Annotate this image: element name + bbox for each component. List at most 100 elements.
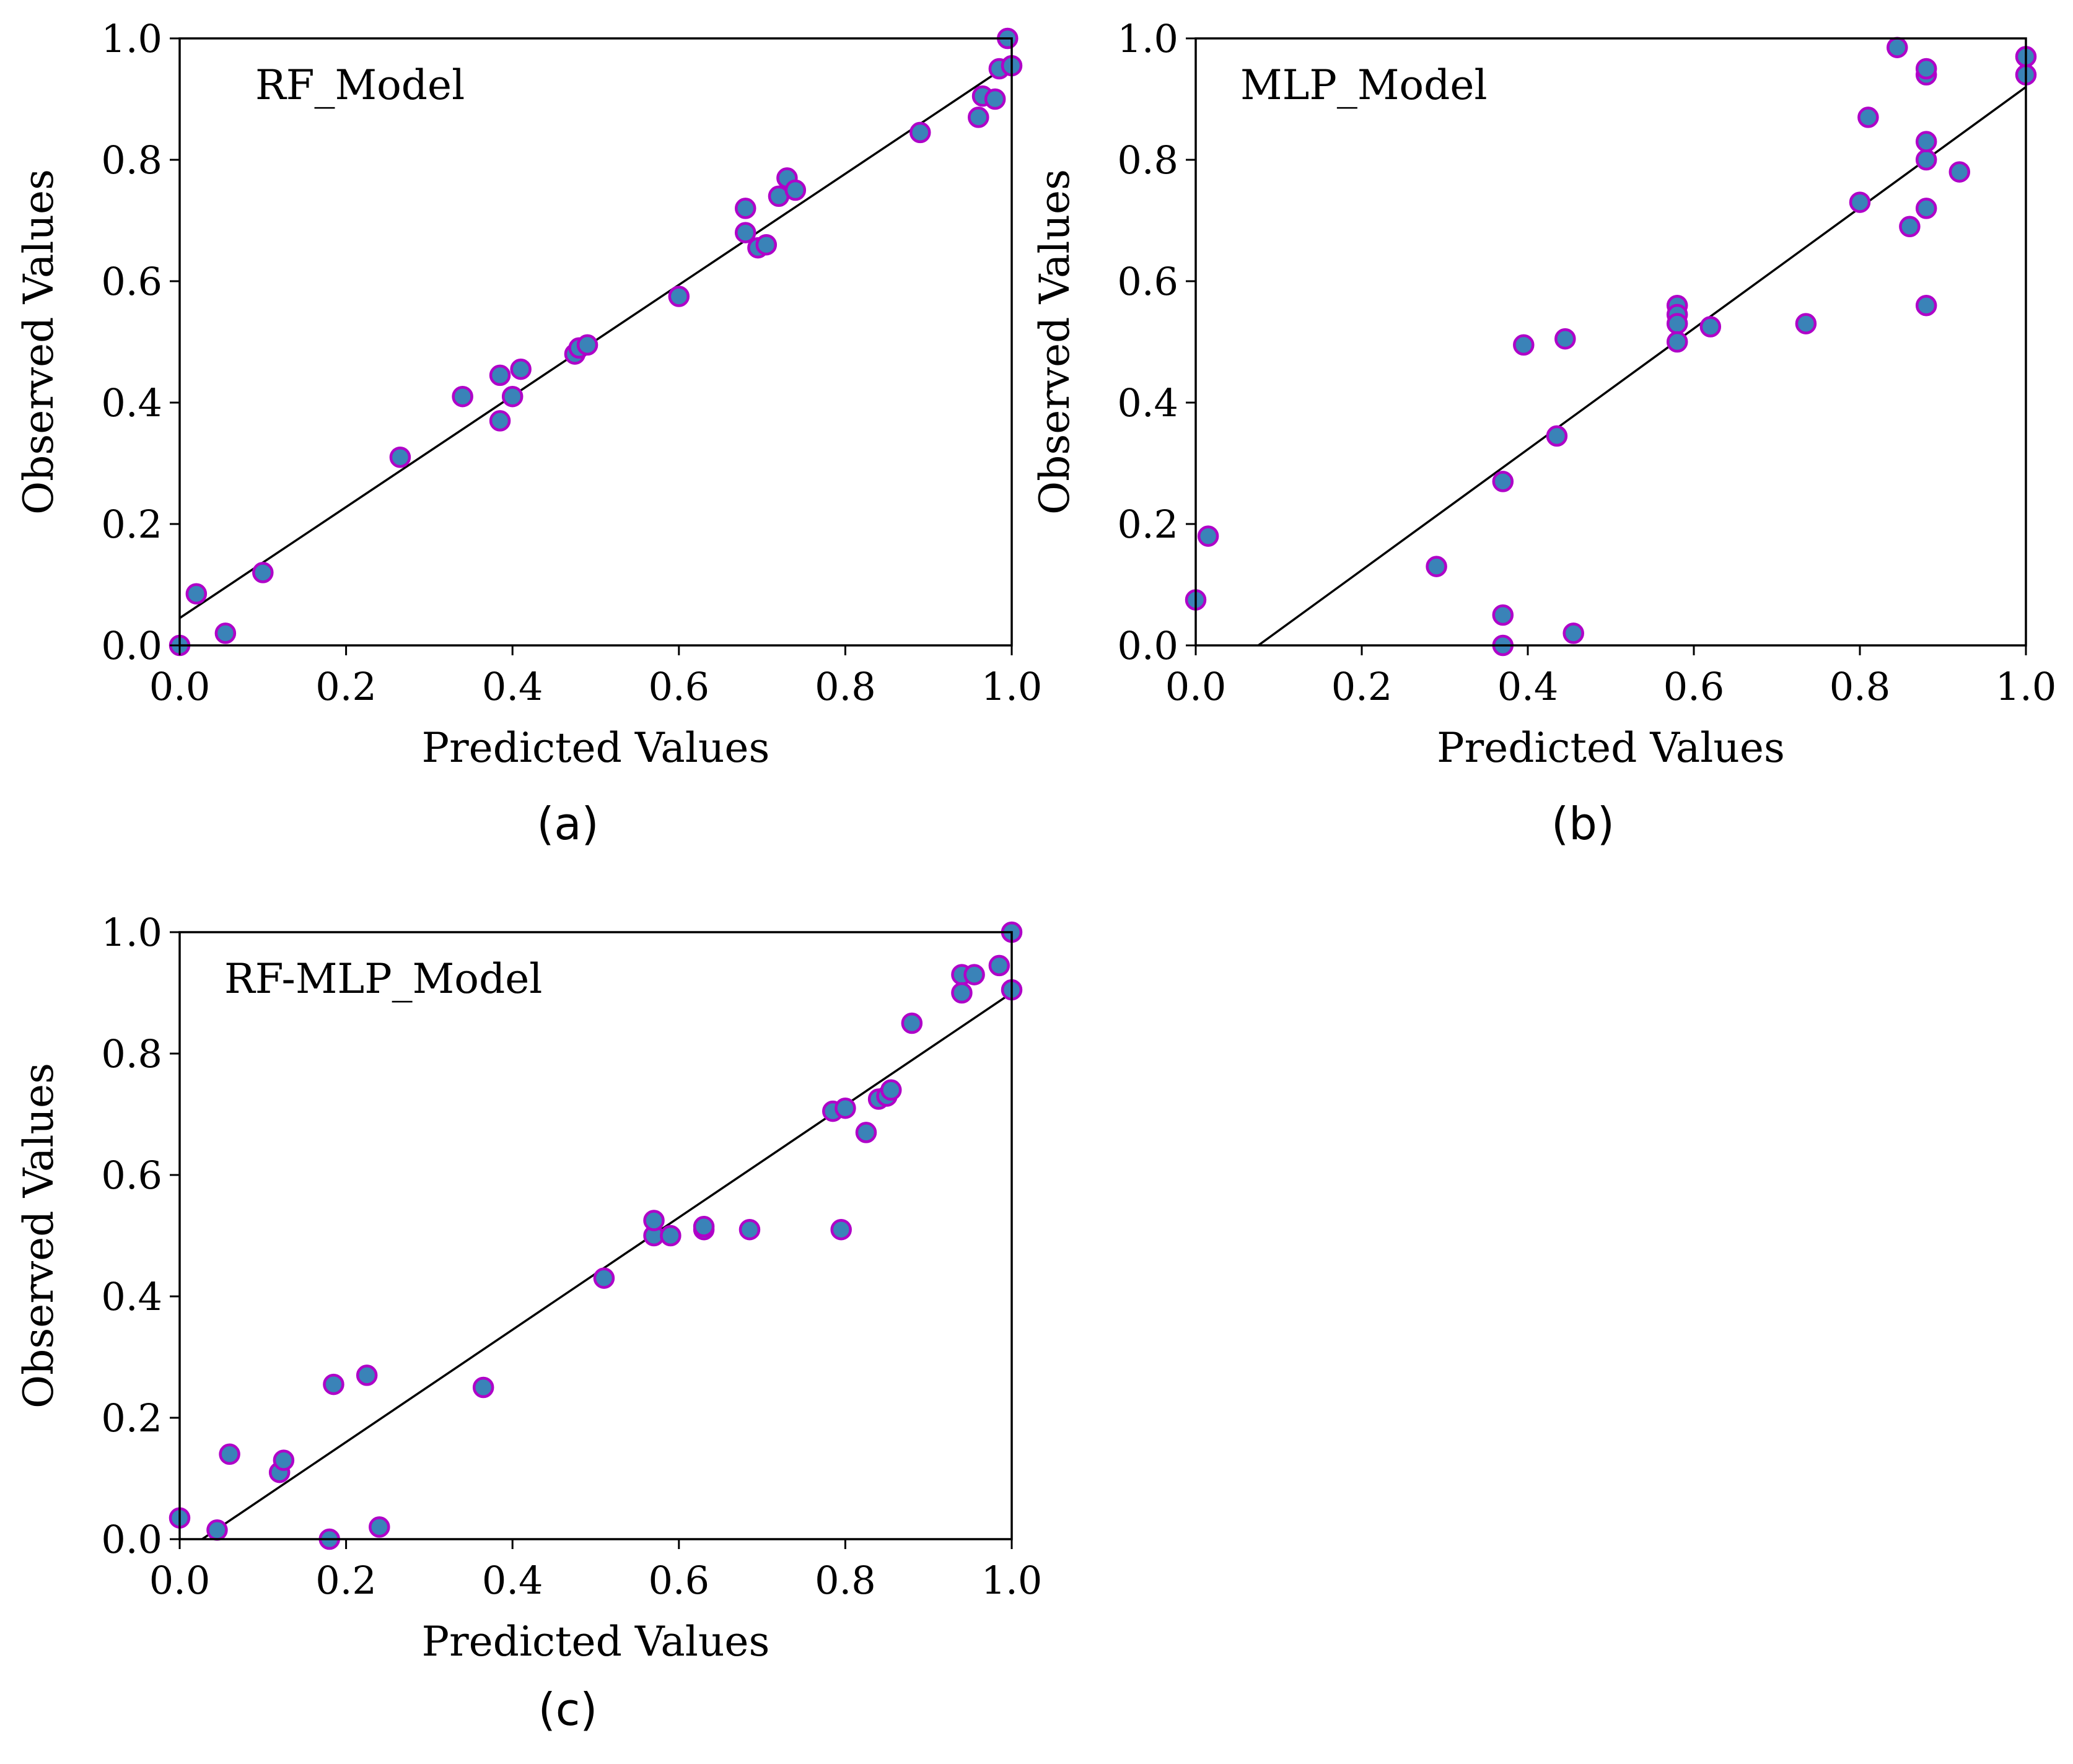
- data-point: [489, 410, 511, 432]
- data-point: [1492, 471, 1514, 492]
- data-point: [1554, 328, 1576, 350]
- data-point: [963, 964, 985, 985]
- data-point: [1666, 313, 1688, 334]
- x-tick-label: 0.6: [648, 1558, 709, 1603]
- data-point: [1426, 556, 1447, 577]
- x-axis-title: Predicted Values: [1437, 724, 1785, 772]
- data-point: [660, 1225, 682, 1247]
- data-point: [984, 88, 1006, 110]
- data-point: [273, 1449, 295, 1471]
- panel-b: 0.0 0.2 0.4 0.6 0.8 1.0 0.0 0.2 0.4 0.6 0.8 1.0 MLP_…: [1031, 16, 2056, 850]
- x-tick-label: 0.6: [648, 664, 709, 709]
- y-tick-label: 0.0: [1117, 623, 1178, 668]
- x-tick-label: 0.2: [1331, 664, 1393, 709]
- y-tick-label: 0.8: [101, 138, 162, 183]
- data-point: [1915, 198, 1937, 219]
- data-point: [1197, 525, 1219, 547]
- y-tick-label: 0.0: [101, 1517, 162, 1562]
- y-tick-label: 0.8: [1117, 138, 1178, 183]
- x-tick-label: 0.8: [1830, 664, 1891, 709]
- data-point: [855, 1122, 877, 1143]
- data-point: [452, 385, 473, 408]
- data-point: [734, 198, 756, 219]
- model-label: RF_Model: [255, 61, 465, 109]
- model-label: RF-MLP_Model: [224, 955, 542, 1003]
- data-point: [835, 1097, 856, 1119]
- data-point: [501, 385, 524, 408]
- x-tick-label: 0.0: [1165, 664, 1227, 709]
- panel-c: 0.0 0.2 0.4 0.6 0.8 1.0 0.0 0.2 0.4 0.6 0.8 1.0 RF-M…: [15, 910, 1042, 1736]
- y-tick-label: 0.4: [1117, 380, 1178, 426]
- y-tick-label: 1.0: [101, 910, 162, 955]
- model-label: MLP_Model: [1240, 61, 1488, 109]
- fit-line: [1256, 85, 2026, 645]
- panel-caption: (c): [538, 1683, 598, 1736]
- data-point: [1699, 316, 1722, 338]
- data-point: [1915, 58, 1937, 80]
- data-point: [734, 222, 756, 243]
- y-tick-label: 0.2: [1117, 502, 1178, 547]
- data-point: [988, 954, 1010, 977]
- data-point: [185, 583, 208, 605]
- data-point: [784, 179, 807, 201]
- data-point: [1795, 313, 1817, 334]
- data-point: [968, 107, 989, 128]
- data-point: [1513, 334, 1535, 356]
- x-tick-label: 0.8: [815, 664, 876, 709]
- y-tick-label: 0.6: [1117, 259, 1178, 304]
- data-point: [1492, 604, 1514, 626]
- y-tick-label: 0.4: [101, 380, 162, 426]
- x-axis-title: Predicted Values: [422, 1618, 770, 1666]
- data-point: [1887, 37, 1908, 58]
- x-tick-label: 0.6: [1663, 664, 1725, 709]
- data-point: [1666, 331, 1688, 353]
- y-tick-label: 0.6: [101, 259, 162, 304]
- data-point: [1562, 622, 1584, 644]
- x-tick-label: 0.2: [315, 664, 377, 709]
- axes-frame: [178, 931, 1013, 1540]
- x-tick-label: 0.4: [1497, 664, 1559, 709]
- data-point: [909, 121, 931, 144]
- x-tick-label: 0.4: [482, 664, 543, 709]
- data-point: [389, 446, 411, 468]
- y-axis-title: Observed Values: [1031, 169, 1079, 515]
- data-point: [755, 234, 778, 256]
- y-tick-label: 1.0: [101, 16, 162, 61]
- data-point: [1915, 131, 1937, 152]
- panel-caption: (b): [1551, 798, 1615, 850]
- data-point: [1899, 216, 1921, 238]
- x-tick-label: 0.0: [149, 664, 211, 709]
- axes-frame: [1194, 37, 2027, 647]
- x-tick-label: 0.8: [815, 1558, 876, 1603]
- data-point: [830, 1218, 852, 1241]
- data-point: [1948, 161, 1971, 183]
- data-point: [214, 622, 237, 644]
- data-point: [576, 334, 598, 356]
- axes-frame: [178, 37, 1013, 647]
- x-tick-label: 1.0: [981, 664, 1043, 709]
- data-point: [1546, 425, 1568, 447]
- panel-caption: (a): [537, 798, 598, 850]
- data-point: [356, 1364, 378, 1386]
- data-point: [693, 1216, 715, 1238]
- y-axis-title: Observed Values: [15, 1063, 63, 1408]
- data-point: [252, 562, 274, 583]
- y-tick-label: 0.8: [101, 1031, 162, 1076]
- data-point: [593, 1267, 615, 1289]
- x-tick-label: 1.0: [981, 1558, 1043, 1603]
- data-point: [738, 1218, 761, 1241]
- data-point: [880, 1079, 902, 1101]
- data-point: [369, 1516, 390, 1538]
- data-point: [510, 358, 532, 380]
- y-axis-title: Observed Values: [15, 169, 63, 515]
- data-point: [1915, 149, 1937, 171]
- x-tick-label: 0.0: [149, 1558, 211, 1603]
- x-tick-label: 0.2: [315, 1558, 377, 1603]
- data-point: [472, 1376, 494, 1399]
- y-tick-label: 0.2: [101, 1395, 162, 1441]
- data-point: [206, 1519, 228, 1541]
- data-point: [951, 982, 973, 1004]
- x-tick-label: 0.4: [482, 1558, 543, 1603]
- panel-a: 0.0 0.2 0.4 0.6 0.8 1.0 0.0 0.2 0.4 0.6 0.8 1.0 RF_M…: [15, 16, 1042, 850]
